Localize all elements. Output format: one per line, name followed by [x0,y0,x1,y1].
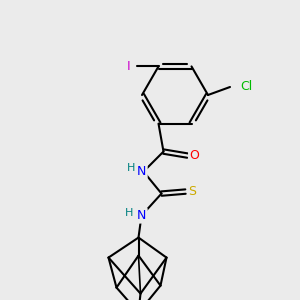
Text: N: N [137,209,146,222]
Text: O: O [190,149,200,162]
Text: Cl: Cl [240,80,252,94]
Text: I: I [127,60,130,73]
Text: N: N [137,165,146,178]
Text: S: S [188,185,196,198]
Text: H: H [125,208,134,218]
Text: H: H [127,163,136,172]
